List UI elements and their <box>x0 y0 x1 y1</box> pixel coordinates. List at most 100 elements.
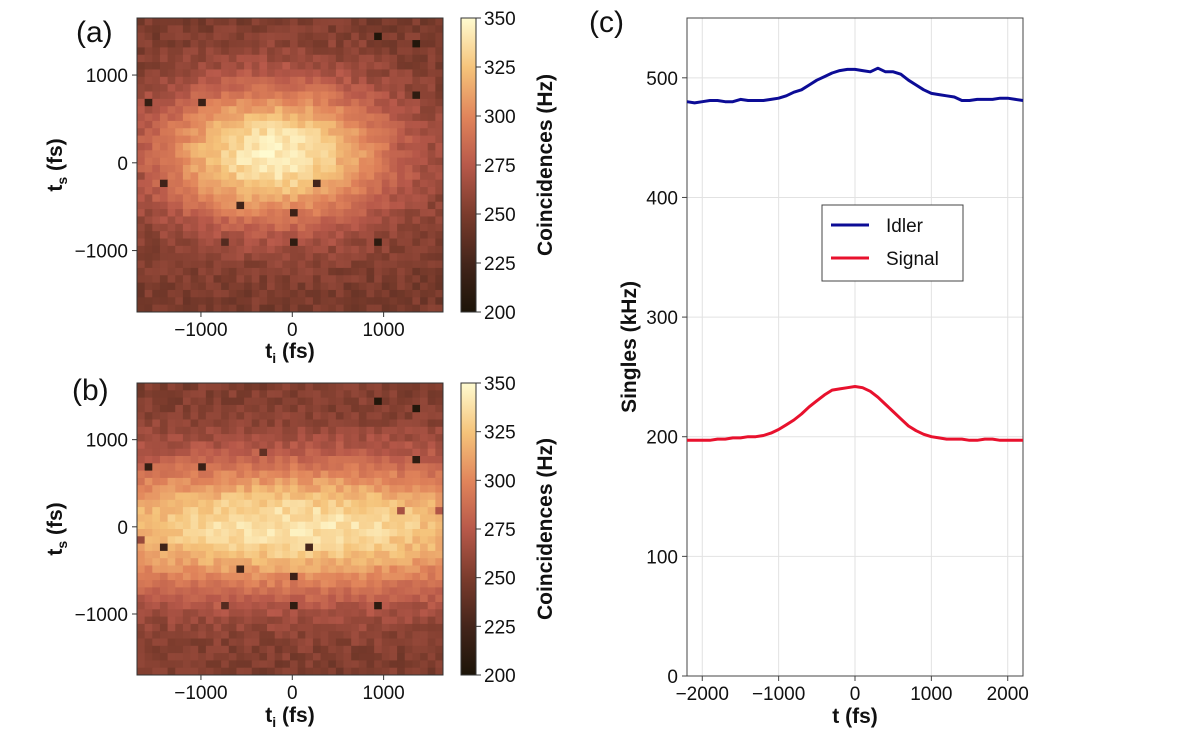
heatmap-cell <box>420 282 429 291</box>
heatmap-cell <box>244 470 253 479</box>
heatmap-cell <box>137 54 146 63</box>
heatmap-cell <box>167 201 176 210</box>
heatmap-cell <box>420 253 429 261</box>
heatmap-cell <box>251 653 260 661</box>
heatmap-cell <box>144 201 153 210</box>
heatmap-cell <box>213 260 222 269</box>
heatmap-cell <box>312 638 321 647</box>
heatmap-cell <box>328 62 337 70</box>
legend-signal-label: Signal <box>886 249 939 270</box>
heatmap-cell <box>152 507 161 515</box>
heatmap-cell <box>328 135 337 144</box>
heatmap-cell <box>221 477 230 486</box>
heatmap-cell <box>397 194 406 203</box>
heatmap-cell <box>358 448 367 457</box>
heatmap-cell <box>221 609 230 617</box>
heatmap-cell <box>190 187 199 195</box>
heatmap-cell <box>381 120 390 129</box>
heatmap-cell <box>320 412 329 420</box>
heatmap-cell <box>397 25 406 34</box>
heatmap-cell <box>198 602 207 610</box>
heatmap-cell <box>152 84 161 92</box>
heatmap-cell <box>159 631 168 639</box>
heatmap-cell <box>167 135 176 144</box>
heatmap-cell <box>420 521 429 530</box>
heatmap-cell <box>144 456 153 464</box>
heatmap-cell <box>412 187 421 195</box>
heatmap-cell <box>404 419 413 428</box>
heatmap-cell <box>343 32 352 41</box>
heatmap-cell <box>335 558 344 566</box>
heatmap-cell <box>205 477 214 486</box>
heatmap-cell <box>228 238 237 247</box>
heatmap-cell <box>228 397 237 406</box>
heatmap-cell <box>312 216 321 225</box>
heatmap-cell <box>221 179 230 188</box>
panel-a-label: (a) <box>76 16 113 49</box>
heatmap-cell <box>351 47 360 56</box>
heatmap-cell <box>267 404 276 413</box>
heatmap-cell <box>427 485 436 493</box>
heatmap-cell <box>366 25 375 34</box>
heatmap-cell <box>305 609 314 617</box>
heatmap-cell <box>228 267 237 276</box>
heatmap-cell <box>412 602 421 610</box>
heatmap-cell <box>297 631 306 639</box>
heatmap-cell <box>190 253 199 261</box>
heatmap-cell <box>159 135 168 144</box>
heatmap-cell <box>397 179 406 188</box>
heatmap-cell <box>420 434 429 442</box>
heatmap-cell <box>435 98 444 107</box>
heatmap-cell <box>389 653 398 661</box>
heatmap-cell <box>190 587 199 596</box>
heatmap-cell <box>343 245 352 254</box>
heatmap-cell <box>320 397 329 406</box>
heatmap-cell <box>137 165 146 173</box>
heatmap-cell <box>427 32 436 41</box>
heatmap-cell <box>236 150 245 159</box>
heatmap-cell <box>366 120 375 129</box>
heatmap-cell <box>274 47 283 56</box>
heatmap-cell <box>167 253 176 261</box>
heatmap-cell <box>404 397 413 406</box>
heatmap-cell <box>328 194 337 203</box>
heatmap-cell <box>351 179 360 188</box>
heatmap-cell <box>358 245 367 254</box>
heatmap-cell <box>358 390 367 398</box>
heatmap-cell <box>290 304 299 313</box>
heatmap-cell <box>236 602 245 610</box>
heatmap-cell <box>404 54 413 63</box>
heatmap-cell <box>343 40 352 48</box>
heatmap-cell <box>320 106 329 114</box>
heatmap-cell <box>205 623 214 632</box>
heatmap-cell <box>290 565 299 574</box>
heatmap-cell <box>358 499 367 508</box>
heatmap-cell <box>259 32 268 41</box>
heatmap-cell <box>343 426 352 435</box>
heatmap-cell <box>137 558 146 566</box>
heatmap-cell <box>343 231 352 239</box>
heatmap-cell <box>366 260 375 269</box>
heatmap-cell <box>374 69 383 78</box>
heatmap-cell <box>381 54 390 63</box>
heatmap-cell <box>205 69 214 78</box>
heatmap-cell <box>328 653 337 661</box>
heatmap-cell <box>167 91 176 100</box>
heatmap-cell <box>343 587 352 596</box>
heatmap-cell <box>381 245 390 254</box>
heatmap-cell <box>381 275 390 283</box>
heatmap-cell <box>167 150 176 159</box>
heatmap-cell <box>175 135 184 144</box>
heatmap-cell <box>144 91 153 100</box>
heatmap-cell <box>244 660 253 669</box>
heatmap-cell <box>244 390 253 398</box>
heatmap-cell <box>427 98 436 107</box>
heatmap-cell <box>182 390 191 398</box>
heatmap-cell <box>397 660 406 669</box>
heatmap-cell <box>397 209 406 217</box>
heatmap-cell <box>290 106 299 114</box>
heatmap-cell <box>374 412 383 420</box>
heatmap-cell <box>159 304 168 313</box>
heatmap-cell <box>358 456 367 464</box>
heatmap-cell <box>290 558 299 566</box>
